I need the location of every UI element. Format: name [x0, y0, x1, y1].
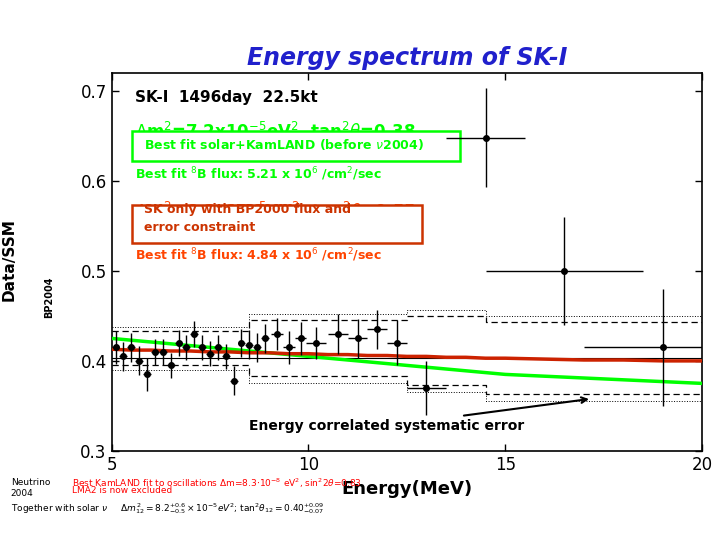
FancyBboxPatch shape — [132, 205, 421, 243]
Text: $\Delta$m$^2$=6.3x10$^{-5}$eV$^2$, tan$^2\theta$=0.55: $\Delta$m$^2$=6.3x10$^{-5}$eV$^2$, tan$^… — [135, 199, 416, 222]
Title: Energy spectrum of SK-I: Energy spectrum of SK-I — [247, 45, 567, 70]
Text: Best fit solar+KamLAND (before $\nu$2004): Best fit solar+KamLAND (before $\nu$2004… — [144, 137, 424, 152]
Text: Best fit $^8$B flux: 4.84 x 10$^6$ /cm$^2$/sec: Best fit $^8$B flux: 4.84 x 10$^6$ /cm$^… — [135, 246, 382, 264]
Text: Best fit $^8$B flux: 5.21 x 10$^6$ /cm$^2$/sec: Best fit $^8$B flux: 5.21 x 10$^6$ /cm$^… — [135, 165, 382, 183]
Text: BP2004: BP2004 — [44, 276, 54, 318]
X-axis label: Energy(MeV): Energy(MeV) — [341, 480, 472, 498]
Text: Data/SSM: Data/SSM — [1, 218, 16, 301]
Text: Best KamLAND fit to oscillations $\Delta$m=8.3$\cdot$10$^{-8}$ eV$^2$, sin$^2$2$: Best KamLAND fit to oscillations $\Delta… — [72, 476, 362, 490]
Text: Neutrino
2004: Neutrino 2004 — [11, 478, 50, 498]
Text: $\Delta$m$^2$=7.2x10$^{-5}$eV$^2$, tan$^2\theta$=0.38: $\Delta$m$^2$=7.2x10$^{-5}$eV$^2$, tan$^… — [135, 120, 415, 143]
Text: SK-I  1496day  22.5kt: SK-I 1496day 22.5kt — [135, 90, 318, 105]
FancyBboxPatch shape — [132, 131, 460, 160]
Text: Energy correlated systematic error: Energy correlated systematic error — [249, 397, 587, 433]
Text: SK only with BP2000 flux and
error constraint: SK only with BP2000 flux and error const… — [144, 203, 351, 234]
Text: LMA2 is now excluded: LMA2 is now excluded — [72, 486, 172, 495]
Text: Together with solar $\nu$     $\Delta m^2_{12}=8.2^{+0.6}_{-0.5}\times10^{-5}eV^: Together with solar $\nu$ $\Delta m^2_{1… — [11, 501, 324, 516]
